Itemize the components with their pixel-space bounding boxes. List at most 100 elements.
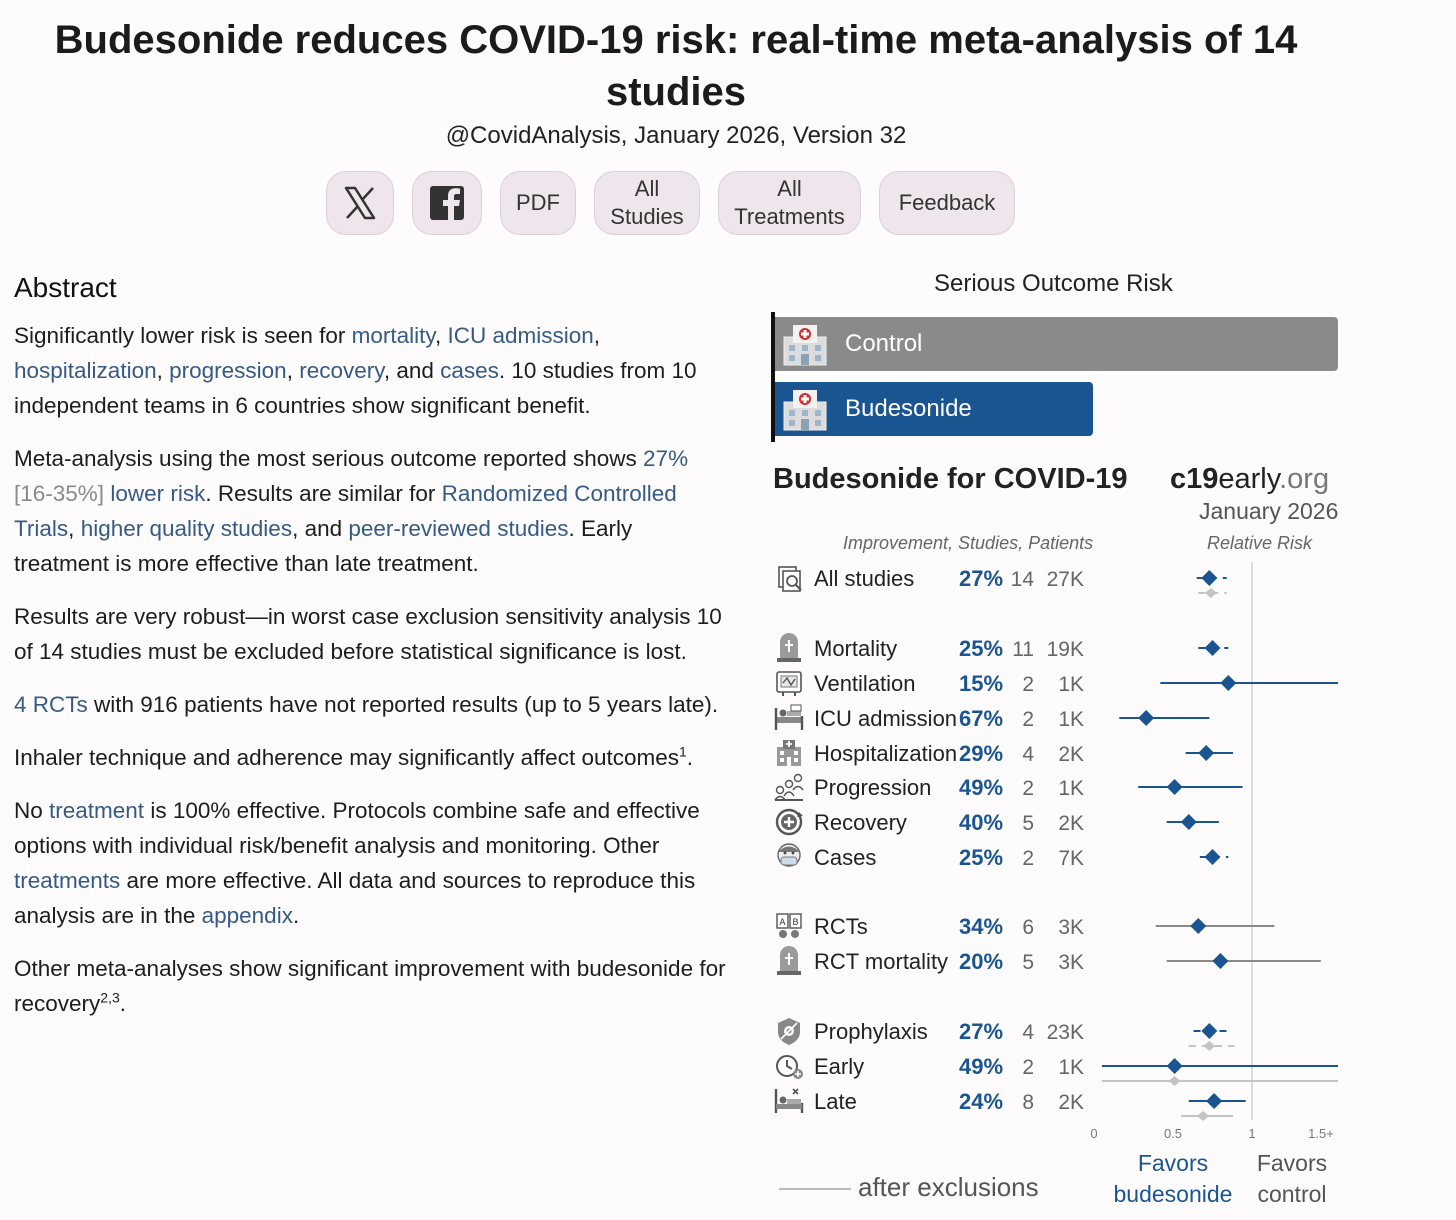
rct-icon — [776, 913, 802, 939]
abstract-paragraph-7: Other meta-analyses show significant imp… — [14, 951, 732, 1021]
patients-count: 7K — [1058, 847, 1084, 870]
confidence-interval: [16‑35%] — [14, 481, 105, 506]
improvement-value: 34% — [959, 914, 1003, 939]
pdf-button[interactable]: PDF — [500, 171, 576, 235]
tombstone-icon — [776, 632, 802, 663]
facebook-share-button[interactable] — [412, 171, 482, 235]
brand-rest: early — [1218, 463, 1280, 495]
all-studies-button[interactable]: All Studies — [594, 171, 700, 235]
favors-left-line2: budesonide — [1113, 1181, 1233, 1207]
all-studies-line2: Studies — [610, 204, 684, 229]
patients-count: 1K — [1058, 708, 1084, 731]
abstract-paragraph-5: Inhaler technique and adherence may sign… — [14, 740, 732, 775]
forest-plot-title: Budesonide for COVID-19 — [773, 463, 1128, 495]
effect-marker — [1138, 710, 1155, 726]
text: is 100% effective. Protocols combine saf… — [14, 798, 700, 858]
hospital-bed-icon — [774, 1087, 804, 1115]
patients-count: 23K — [1047, 1021, 1084, 1044]
row-label: RCT mortality — [814, 949, 948, 974]
text: , and — [292, 516, 349, 541]
effect-size-link[interactable]: 27% — [643, 446, 689, 471]
c19early-logo[interactable]: c19early.org — [1170, 463, 1329, 496]
reference-2-3[interactable]: 2,3 — [100, 989, 120, 1006]
feedback-button[interactable]: Feedback — [879, 171, 1015, 235]
text: , and — [383, 358, 441, 383]
icu-admission-link[interactable]: ICU admission — [447, 323, 594, 348]
x-share-button[interactable] — [326, 171, 394, 235]
effect-marker — [1220, 675, 1237, 691]
row-label: ICU admission — [814, 706, 957, 731]
row-label: Hospitalization — [814, 741, 957, 766]
rct-link[interactable]: Randomized Controlled Trials — [14, 481, 677, 541]
hospitalization-link[interactable]: hospitalization — [14, 358, 157, 383]
studies-count: 6 — [1022, 916, 1034, 939]
axis-column-header: Relative Risk — [1207, 533, 1313, 553]
text: are more effective. All data and sources… — [14, 868, 696, 928]
improvement-value: 25% — [959, 636, 1003, 661]
recovery-icon — [775, 808, 805, 836]
prophylaxis-icon — [777, 1017, 801, 1046]
cases-link[interactable]: cases — [440, 358, 499, 383]
after-exclusions-legend-line — [779, 1188, 851, 1190]
row-label: All studies — [814, 566, 914, 591]
row-label: Early — [814, 1054, 864, 1079]
appendix-link[interactable]: appendix — [201, 903, 293, 928]
all-studies-icon — [778, 566, 802, 592]
text: , — [434, 323, 448, 348]
unreported-rcts-link[interactable]: 4 RCTs — [14, 692, 88, 717]
effect-marker — [1204, 849, 1221, 865]
studies-count: 11 — [1012, 638, 1034, 661]
peer-reviewed-link[interactable]: peer-reviewed studies — [348, 516, 569, 541]
patients-count: 19K — [1047, 638, 1084, 661]
text: . — [686, 745, 694, 770]
studies-count: 5 — [1022, 951, 1034, 974]
abstract-paragraph-3: Results are very robust—in worst case ex… — [14, 604, 722, 664]
effect-marker — [1180, 814, 1197, 830]
text: . — [292, 903, 300, 928]
effect-marker — [1212, 953, 1229, 969]
effect-marker — [1206, 1093, 1223, 1109]
budesonide-risk-bar: Budesonide — [775, 382, 1093, 436]
forest-date: January 2026 — [1199, 498, 1339, 524]
control-label: Control — [845, 330, 923, 357]
higher-quality-link[interactable]: higher quality studies — [80, 516, 293, 541]
row-label: Late — [814, 1089, 857, 1114]
treatments-link[interactable]: treatments — [14, 868, 121, 893]
improvement-value: 25% — [959, 845, 1003, 870]
stats-column-header: Improvement, Studies, Patients — [843, 533, 1094, 553]
studies-count: 2 — [1022, 777, 1034, 800]
effect-marker — [1201, 570, 1218, 586]
studies-count: 2 — [1022, 673, 1034, 696]
improvement-value: 49% — [959, 775, 1003, 800]
studies-count: 5 — [1022, 812, 1034, 835]
row-label: Cases — [814, 845, 876, 870]
lower-risk-link[interactable]: lower risk — [110, 481, 206, 506]
x-tick-label: 0.5 — [1164, 1126, 1182, 1141]
improvement-value: 49% — [959, 1054, 1003, 1079]
after-exclusions-marker — [1203, 1041, 1216, 1051]
patients-count: 1K — [1058, 777, 1084, 800]
effect-marker — [1166, 779, 1183, 795]
improvement-value: 27% — [959, 566, 1003, 591]
mortality-link[interactable]: mortality — [351, 323, 435, 348]
improvement-value: 40% — [959, 810, 1003, 835]
reference-1[interactable]: 1 — [679, 743, 687, 760]
hospital-icon — [775, 321, 835, 367]
patients-count: 1K — [1058, 673, 1084, 696]
treatment-link[interactable]: treatment — [49, 798, 145, 823]
patients-count: 1K — [1058, 1056, 1084, 1079]
brand-org: .org — [1279, 463, 1330, 495]
improvement-value: 29% — [959, 741, 1003, 766]
after-exclusions-marker — [1197, 1111, 1210, 1121]
progression-link[interactable]: progression — [169, 358, 287, 383]
all-treatments-button[interactable]: All Treatments — [718, 171, 861, 235]
after-exclusions-marker — [1204, 588, 1217, 598]
x-logo-icon — [344, 186, 376, 220]
row-label: Ventilation — [814, 671, 916, 696]
risk-chart-axis — [771, 312, 775, 442]
effect-marker — [1201, 1023, 1218, 1039]
patients-count: 2K — [1058, 1091, 1084, 1114]
row-label: Recovery — [814, 810, 907, 835]
x-tick-label: 0 — [1090, 1126, 1097, 1141]
recovery-link[interactable]: recovery — [299, 358, 384, 383]
